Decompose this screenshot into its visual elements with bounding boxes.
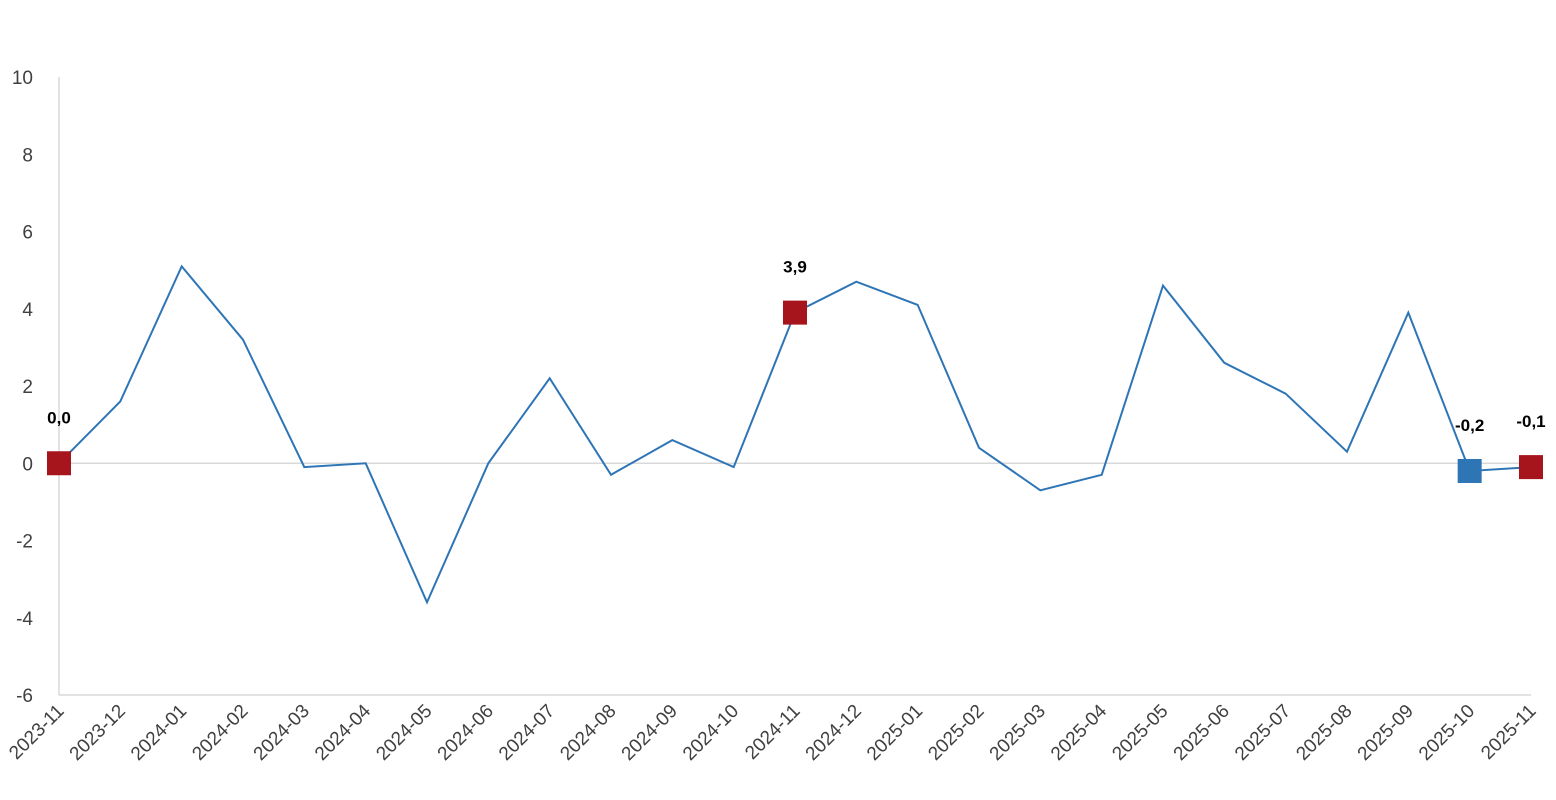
data-label: -0,1 [1516, 412, 1545, 431]
marker-group [47, 300, 1543, 483]
x-tick-label: 2025-05 [1108, 701, 1172, 765]
x-tick-label: 2023-12 [66, 701, 130, 765]
data-point-marker [1519, 455, 1543, 480]
x-tick-label: 2025-07 [1231, 701, 1295, 765]
x-axis-ticks: 2023-112023-122024-012024-022024-032024-… [5, 700, 1540, 764]
x-tick-label: 2025-04 [1047, 700, 1111, 764]
data-label: 0,0 [47, 408, 71, 427]
data-point-marker [1457, 458, 1482, 483]
x-tick-label: 2025-06 [1170, 701, 1234, 765]
data-label: 3,9 [783, 258, 807, 277]
y-tick-label: -6 [16, 686, 33, 707]
x-tick-label: 2025-10 [1415, 701, 1479, 765]
x-tick-label: 2025-11 [1477, 701, 1540, 764]
y-tick-label: 10 [12, 68, 33, 89]
x-tick-label: 2023-11 [5, 701, 68, 764]
data-point-marker [47, 451, 71, 476]
x-tick-label: 2024-05 [372, 701, 436, 765]
data-label: -0,2 [1455, 416, 1484, 435]
x-tick-label: 2024-01 [127, 701, 191, 765]
x-tick-label: 2025-08 [1292, 701, 1356, 765]
x-tick-label: 2024-04 [311, 700, 375, 764]
x-tick-label: 2024-02 [188, 701, 252, 765]
x-tick-label: 2024-09 [618, 701, 682, 765]
x-tick-label: 2024-12 [802, 701, 866, 765]
y-tick-label: 2 [22, 377, 33, 398]
x-tick-label: 2025-01 [863, 701, 927, 765]
data-label-group: 0,0 3,9 -0,2 -0,1 [47, 258, 1545, 435]
x-tick-label: 2025-02 [924, 701, 988, 765]
y-tick-label: -2 [16, 532, 33, 553]
x-tick-label: 2024-03 [250, 701, 314, 765]
y-tick-label: 6 [22, 223, 33, 244]
x-tick-label: 2024-07 [495, 701, 559, 765]
y-tick-label: 8 [22, 145, 33, 166]
x-tick-label: 2025-03 [986, 701, 1050, 765]
y-tick-label: 0 [22, 454, 33, 475]
y-axis-ticks: 10 8 6 4 2 0 -2 -4 -6 [12, 68, 34, 707]
x-tick-label: 2024-08 [556, 701, 620, 765]
x-tick-label: 2024-11 [741, 701, 804, 764]
y-tick-label: -4 [16, 609, 33, 630]
data-point-marker [783, 300, 807, 325]
x-tick-label: 2025-09 [1354, 701, 1418, 765]
x-tick-label: 2024-06 [434, 701, 498, 765]
x-tick-label: 2024-10 [679, 701, 743, 765]
axes [58, 77, 1531, 696]
y-tick-label: 4 [22, 300, 33, 321]
